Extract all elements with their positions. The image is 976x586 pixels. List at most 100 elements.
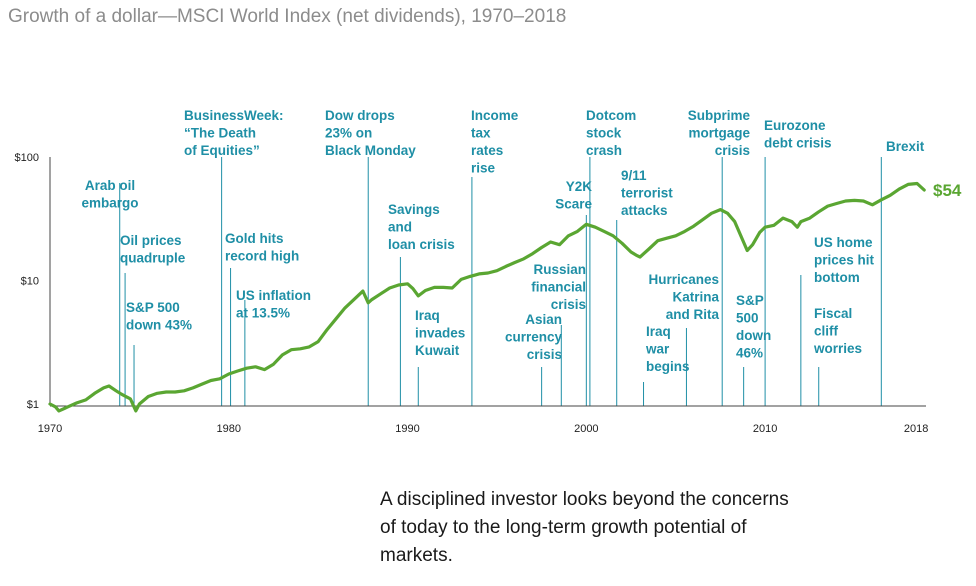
event-annotation-line: Savings (388, 202, 440, 217)
event-annotation-line: Scare (555, 197, 592, 212)
event-annotation-line: of Equities” (184, 143, 260, 158)
event-annotation-line: begins (646, 359, 690, 374)
event-annotation-line: Asian (525, 312, 562, 327)
event-annotation-line: Russian (533, 262, 586, 277)
event-annotation-line: Income (471, 108, 519, 123)
event-annotation-line: financial (531, 280, 586, 295)
event-annotation-line: down (736, 328, 771, 343)
event-annotation-line: 46% (736, 346, 763, 361)
event-annotation-line: Kuwait (415, 343, 460, 358)
event-annotation: Savings and loan crisis (388, 202, 455, 252)
event-annotation-line: debt crisis (764, 136, 832, 151)
y-tick-label: $10 (21, 276, 39, 288)
chart-title: Growth of a dollar—MSCI World Index (net… (8, 6, 567, 27)
x-tick-label: 2010 (753, 423, 777, 435)
event-annotation: Russian financial crisis (531, 262, 586, 312)
event-annotation-line: cliff (814, 324, 839, 339)
event-annotation-line: Subprime (688, 108, 751, 123)
event-annotation-line: Gold hits (225, 231, 284, 246)
event-annotation-line: stock (586, 126, 622, 141)
event-annotation: Eurozone debt crisis (764, 118, 832, 151)
event-annotation-line: crisis (527, 347, 562, 362)
y-tick-label: $1 (27, 399, 39, 411)
event-annotation-line: S&P 500 (126, 300, 180, 315)
event-annotation: US home prices hit bottom (814, 235, 875, 285)
event-annotation-line: loan crisis (388, 237, 455, 252)
event-annotation-line: BusinessWeek: (184, 108, 284, 123)
event-annotation-line: worries (813, 341, 862, 356)
x-tick-label: 1970 (38, 423, 62, 435)
series-line (48, 181, 926, 413)
event-annotation-line: attacks (621, 203, 668, 218)
event-annotation: Oil prices quadruple (120, 233, 186, 266)
end-value-label: $54 (933, 181, 962, 200)
event-annotation-line: Hurricanes (648, 272, 719, 287)
event-annotation-line: war (645, 342, 670, 357)
event-annotation-line: “The Death (184, 126, 256, 141)
event-annotation-line: terrorist (621, 186, 673, 201)
axes: $1 $10 $100 1970 1980 1990 2000 2010 2018 (15, 152, 929, 435)
event-annotation-line: Dow drops (325, 108, 395, 123)
x-tick-label: 2018 (904, 423, 928, 435)
event-annotation-line: 500 (736, 311, 759, 326)
x-tick-label: 1980 (217, 423, 241, 435)
event-annotation-line: rates (471, 143, 503, 158)
event-annotation: 9/11 terrorist attacks (621, 168, 673, 218)
event-annotation-line: currency (505, 330, 563, 345)
series-line-layer (48, 181, 926, 413)
event-annotation-line: quadruple (120, 251, 186, 266)
annotations: Arab oil embargo Oil prices quadruple S&P 50… (81, 108, 925, 406)
event-annotation-line: Y2K (566, 179, 593, 194)
x-tick-label: 2000 (574, 423, 598, 435)
event-annotation-line: Arab oil (85, 178, 135, 193)
event-annotation-line: Katrina (672, 290, 719, 305)
event-annotation: S&P 500 down 43% (126, 300, 192, 333)
event-annotation-line: and Rita (666, 307, 720, 322)
event-annotation-line: at 13.5% (236, 306, 290, 321)
event-annotation-line: Iraq (646, 324, 671, 339)
event-annotation: BusinessWeek: “The Death of Equities” (184, 108, 284, 158)
event-annotation-line: Iraq (415, 308, 440, 323)
x-tick-label: 1990 (395, 423, 419, 435)
event-annotation-line: 9/11 (621, 168, 647, 183)
event-annotation: Y2K Scare (555, 179, 592, 212)
event-annotation-line: rise (471, 161, 496, 176)
event-annotation-line: 23% on (325, 126, 372, 141)
event-annotation-line: Brexit (886, 139, 925, 154)
event-annotation: S&P 500 down 46% (736, 293, 771, 361)
event-annotation-line: down 43% (126, 318, 192, 333)
event-annotation-line: US inflation (236, 288, 311, 303)
event-annotation-line: record high (225, 249, 299, 264)
event-annotation-line: Black Monday (325, 143, 416, 158)
event-annotation: Subprime mortgage crisis (688, 108, 751, 158)
event-annotation-line: crisis (551, 297, 586, 312)
event-annotation-line: tax (471, 126, 491, 141)
event-annotation: Gold hits record high (225, 231, 299, 264)
event-annotation: US inflation at 13.5% (236, 288, 311, 321)
event-annotation: Hurricanes Katrina and Rita (648, 272, 719, 322)
event-annotation: Dow drops 23% on Black Monday (325, 108, 416, 158)
event-annotation: Asian currency crisis (505, 312, 563, 362)
event-annotation: Fiscal cliff worries (813, 306, 862, 356)
event-annotation-line: crash (586, 143, 622, 158)
event-annotation-line: bottom (814, 270, 860, 285)
event-annotation-line: and (388, 220, 412, 235)
event-annotation-line: mortgage (688, 126, 750, 141)
y-tick-label: $100 (15, 152, 39, 164)
event-annotation: Iraq invades Kuwait (415, 308, 465, 358)
event-annotation-line: Dotcom (586, 108, 636, 123)
event-annotation-line: Oil prices (120, 233, 182, 248)
event-annotation-line: invades (415, 326, 465, 341)
event-annotation-line: Fiscal (814, 306, 852, 321)
event-annotation-line: Eurozone (764, 118, 826, 133)
event-annotation: Brexit (886, 139, 925, 154)
event-annotation-line: US home (814, 235, 873, 250)
event-annotation-line: crisis (715, 143, 750, 158)
event-annotation: Dotcom stock crash (586, 108, 636, 158)
event-annotation-line: prices hit (814, 253, 875, 268)
event-annotation: Iraq war begins (645, 324, 690, 374)
event-annotation: Arab oil embargo (81, 178, 138, 211)
event-annotation-line: embargo (81, 196, 138, 211)
event-annotation-line: S&P (736, 293, 764, 308)
